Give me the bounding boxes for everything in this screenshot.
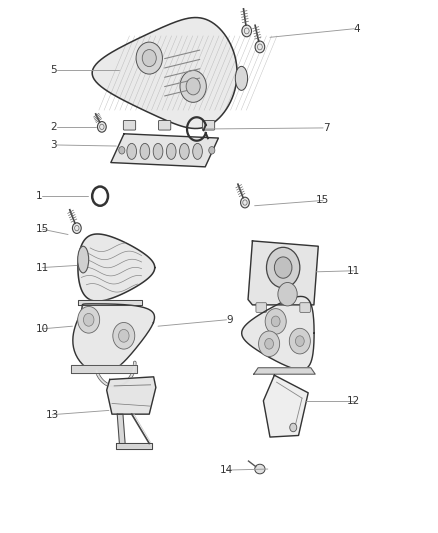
FancyBboxPatch shape xyxy=(158,120,170,130)
Text: 12: 12 xyxy=(346,396,359,406)
Circle shape xyxy=(277,282,297,306)
Circle shape xyxy=(241,25,251,37)
Circle shape xyxy=(180,70,206,102)
FancyBboxPatch shape xyxy=(299,303,310,312)
Ellipse shape xyxy=(153,143,162,159)
Ellipse shape xyxy=(192,143,202,159)
Polygon shape xyxy=(253,368,314,374)
Circle shape xyxy=(78,306,99,333)
FancyBboxPatch shape xyxy=(202,120,214,130)
Text: 15: 15 xyxy=(315,196,328,205)
Polygon shape xyxy=(71,365,137,373)
Polygon shape xyxy=(116,443,152,449)
Polygon shape xyxy=(78,234,155,301)
Circle shape xyxy=(113,322,134,349)
Text: 11: 11 xyxy=(36,263,49,272)
Circle shape xyxy=(72,223,81,233)
Circle shape xyxy=(289,328,310,354)
Circle shape xyxy=(118,329,129,342)
Polygon shape xyxy=(92,18,237,128)
Polygon shape xyxy=(263,375,307,437)
Circle shape xyxy=(271,316,279,327)
Ellipse shape xyxy=(254,464,265,474)
Text: 2: 2 xyxy=(50,122,57,132)
Text: 11: 11 xyxy=(346,266,359,276)
Text: 15: 15 xyxy=(36,224,49,234)
Circle shape xyxy=(83,313,94,326)
Text: 14: 14 xyxy=(219,465,232,475)
Polygon shape xyxy=(78,300,141,305)
Circle shape xyxy=(240,197,249,208)
Polygon shape xyxy=(247,241,318,305)
Ellipse shape xyxy=(166,143,176,159)
Text: 5: 5 xyxy=(50,66,57,75)
FancyBboxPatch shape xyxy=(255,303,266,312)
Ellipse shape xyxy=(78,246,88,273)
Circle shape xyxy=(186,78,200,95)
Text: 1: 1 xyxy=(36,191,42,201)
Circle shape xyxy=(289,423,296,432)
Text: 4: 4 xyxy=(353,24,359,34)
Ellipse shape xyxy=(179,143,189,159)
Circle shape xyxy=(97,122,106,132)
Circle shape xyxy=(118,147,125,154)
Polygon shape xyxy=(117,414,125,443)
Text: 7: 7 xyxy=(322,123,328,133)
Text: 10: 10 xyxy=(36,324,49,334)
FancyBboxPatch shape xyxy=(123,120,135,130)
Circle shape xyxy=(258,331,279,357)
Ellipse shape xyxy=(127,143,136,159)
Ellipse shape xyxy=(140,143,149,159)
Text: 3: 3 xyxy=(50,140,57,150)
Circle shape xyxy=(254,41,264,53)
Circle shape xyxy=(264,338,273,349)
Circle shape xyxy=(208,147,215,154)
Polygon shape xyxy=(106,377,155,414)
Circle shape xyxy=(274,257,291,278)
Polygon shape xyxy=(241,296,314,370)
Circle shape xyxy=(142,50,156,67)
Circle shape xyxy=(265,309,286,334)
Text: 9: 9 xyxy=(226,315,232,325)
Circle shape xyxy=(266,247,299,288)
Circle shape xyxy=(295,336,304,346)
Text: 13: 13 xyxy=(46,410,59,419)
Ellipse shape xyxy=(235,66,247,90)
Circle shape xyxy=(136,42,162,74)
Polygon shape xyxy=(110,134,218,167)
Polygon shape xyxy=(73,304,154,373)
